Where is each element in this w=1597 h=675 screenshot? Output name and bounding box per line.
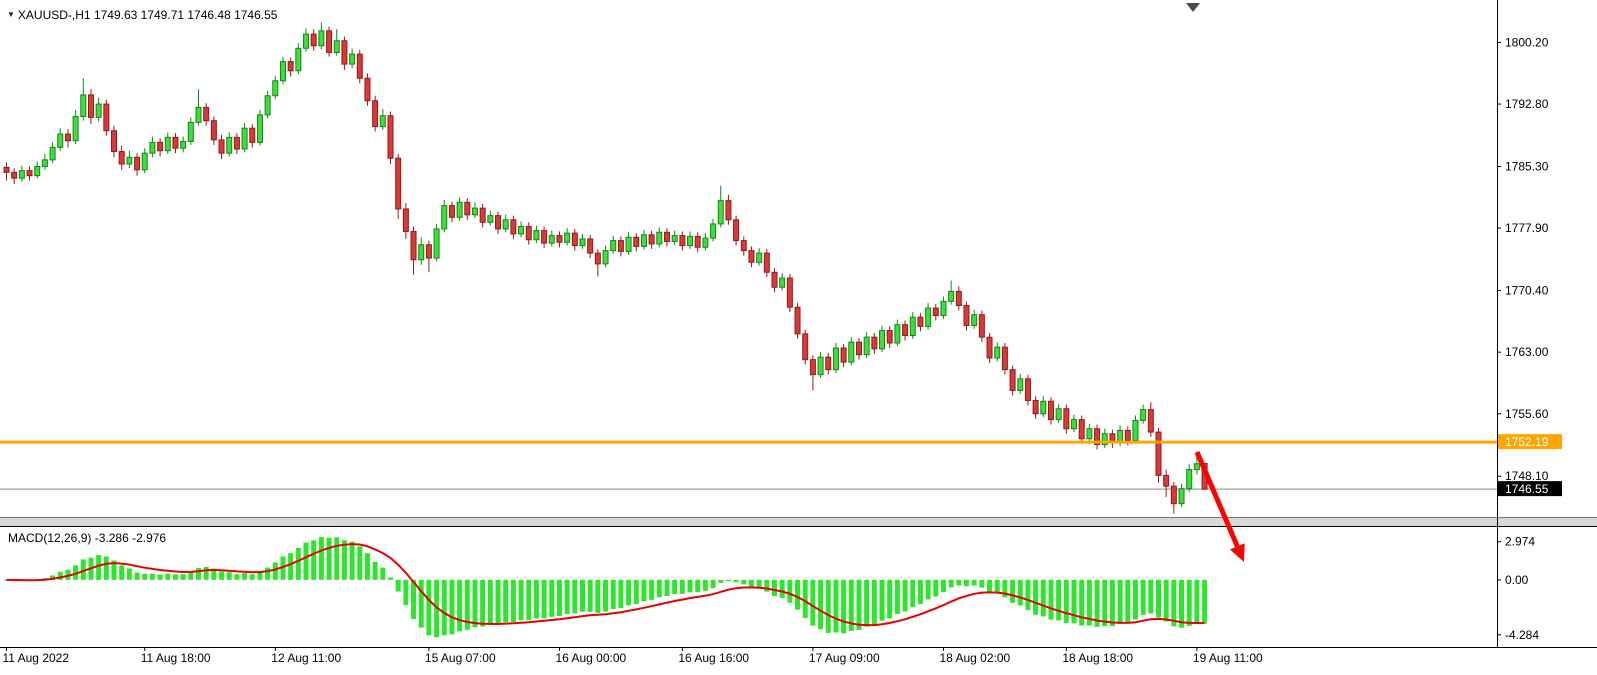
ohlc-values-label: 1749.63 1749.71 1746.48 1746.55 xyxy=(93,8,278,22)
svg-text:1785.30: 1785.30 xyxy=(1505,160,1549,174)
svg-text:12 Aug 11:00: 12 Aug 11:00 xyxy=(271,651,341,665)
orange-line-price-tag: 1752.19 xyxy=(1498,434,1562,450)
macd-signal-line xyxy=(6,543,1205,627)
svg-text:1752.19: 1752.19 xyxy=(1505,435,1549,449)
svg-text:1792.80: 1792.80 xyxy=(1505,97,1549,111)
svg-text:16 Aug 16:00: 16 Aug 16:00 xyxy=(678,651,749,665)
macd-values-label: -3.286 -2.976 xyxy=(94,531,167,545)
chart-shift-marker[interactable] xyxy=(1186,3,1200,12)
current-price-tag: 1746.55 xyxy=(1498,481,1562,497)
svg-text:11 Aug 2022: 11 Aug 2022 xyxy=(3,651,70,665)
time-axis[interactable]: 11 Aug 2022 11 Aug 18:00 12 Aug 11:00 15 Au… xyxy=(3,647,1264,665)
svg-text:16 Aug 00:00: 16 Aug 00:00 xyxy=(555,651,626,665)
svg-text:1755.60: 1755.60 xyxy=(1505,407,1549,421)
svg-text:-4.284: -4.284 xyxy=(1505,628,1539,642)
pane-splitter[interactable] xyxy=(0,518,1597,526)
svg-text:0.00: 0.00 xyxy=(1505,573,1529,587)
svg-text:17 Aug 09:00: 17 Aug 09:00 xyxy=(809,651,880,665)
svg-text:15 Aug 07:00: 15 Aug 07:00 xyxy=(425,651,496,665)
svg-text:11 Aug 18:00: 11 Aug 18:00 xyxy=(141,651,211,665)
svg-text:18 Aug 02:00: 18 Aug 02:00 xyxy=(939,651,1010,665)
svg-text:1748.10: 1748.10 xyxy=(1505,469,1549,483)
macd-indicator-label: MACD(12,26,9) -3.286 -2.976 xyxy=(8,531,166,545)
symbol-timeframe-label: XAUUSD-,H1 xyxy=(17,8,91,22)
svg-text:1777.90: 1777.90 xyxy=(1505,221,1549,235)
svg-text:1770.40: 1770.40 xyxy=(1505,284,1549,298)
svg-text:1746.55: 1746.55 xyxy=(1505,482,1549,496)
candles-layer xyxy=(3,22,1208,514)
price-axis[interactable]: 1800.20 1792.80 1785.30 1777.90 1770.40 1763.… xyxy=(1497,35,1549,642)
macd-pane xyxy=(4,537,1208,638)
chart-ohlc-header: ▼ XAUUSD-,H1 1749.63 1749.71 1746.48 1746… xyxy=(7,8,277,22)
price-pane xyxy=(0,22,1497,514)
trend-arrow-object[interactable] xyxy=(1194,451,1245,562)
macd-name-label: MACD(12,26,9) xyxy=(8,531,92,545)
svg-text:18 Aug 18:00: 18 Aug 18:00 xyxy=(1062,651,1133,665)
symbol-dropdown-icon[interactable]: ▼ xyxy=(7,10,15,19)
svg-text:2.974: 2.974 xyxy=(1505,535,1535,549)
svg-text:1763.00: 1763.00 xyxy=(1505,345,1549,359)
svg-text:19 Aug 11:00: 19 Aug 11:00 xyxy=(1193,651,1263,665)
svg-text:1800.20: 1800.20 xyxy=(1505,35,1549,49)
